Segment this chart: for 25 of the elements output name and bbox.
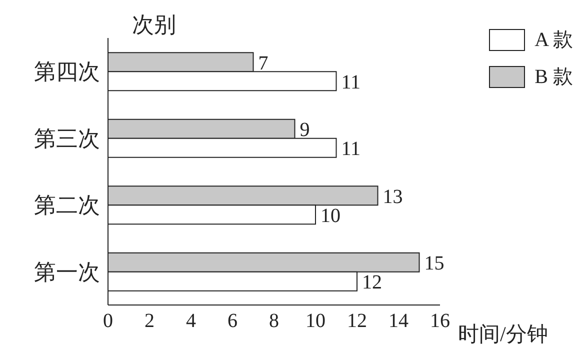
x-tick-label: 12	[347, 310, 367, 332]
y-tick-label: 第三次	[34, 126, 100, 151]
x-tick-label: 10	[306, 310, 326, 332]
x-tick-label: 16	[430, 310, 450, 332]
legend-label: A 款	[534, 28, 573, 53]
x-tick-label: 4	[186, 310, 196, 332]
data-label: 9	[300, 119, 310, 142]
data-label: 10	[320, 204, 340, 227]
data-label: 11	[341, 71, 361, 94]
data-label: 15	[424, 252, 444, 275]
legend-label: B 款	[534, 65, 573, 90]
data-label: 11	[341, 138, 361, 160]
x-axis-title: 时间/分钟	[458, 321, 548, 348]
x-tick-label: 6	[228, 310, 238, 332]
data-label: 7	[258, 52, 268, 74]
y-axis-title: 次别	[132, 11, 176, 39]
y-tick-label: 第四次	[34, 59, 100, 84]
y-tick-label: 第二次	[34, 192, 100, 218]
y-tick-label: 第一次	[34, 259, 100, 284]
data-label: 12	[362, 272, 382, 294]
x-tick-label: 8	[269, 310, 279, 332]
x-tick-label: 0	[103, 310, 113, 332]
data-label: 13	[382, 186, 403, 208]
x-tick-label: 2	[144, 310, 154, 332]
x-tick-label: 14	[388, 310, 408, 332]
